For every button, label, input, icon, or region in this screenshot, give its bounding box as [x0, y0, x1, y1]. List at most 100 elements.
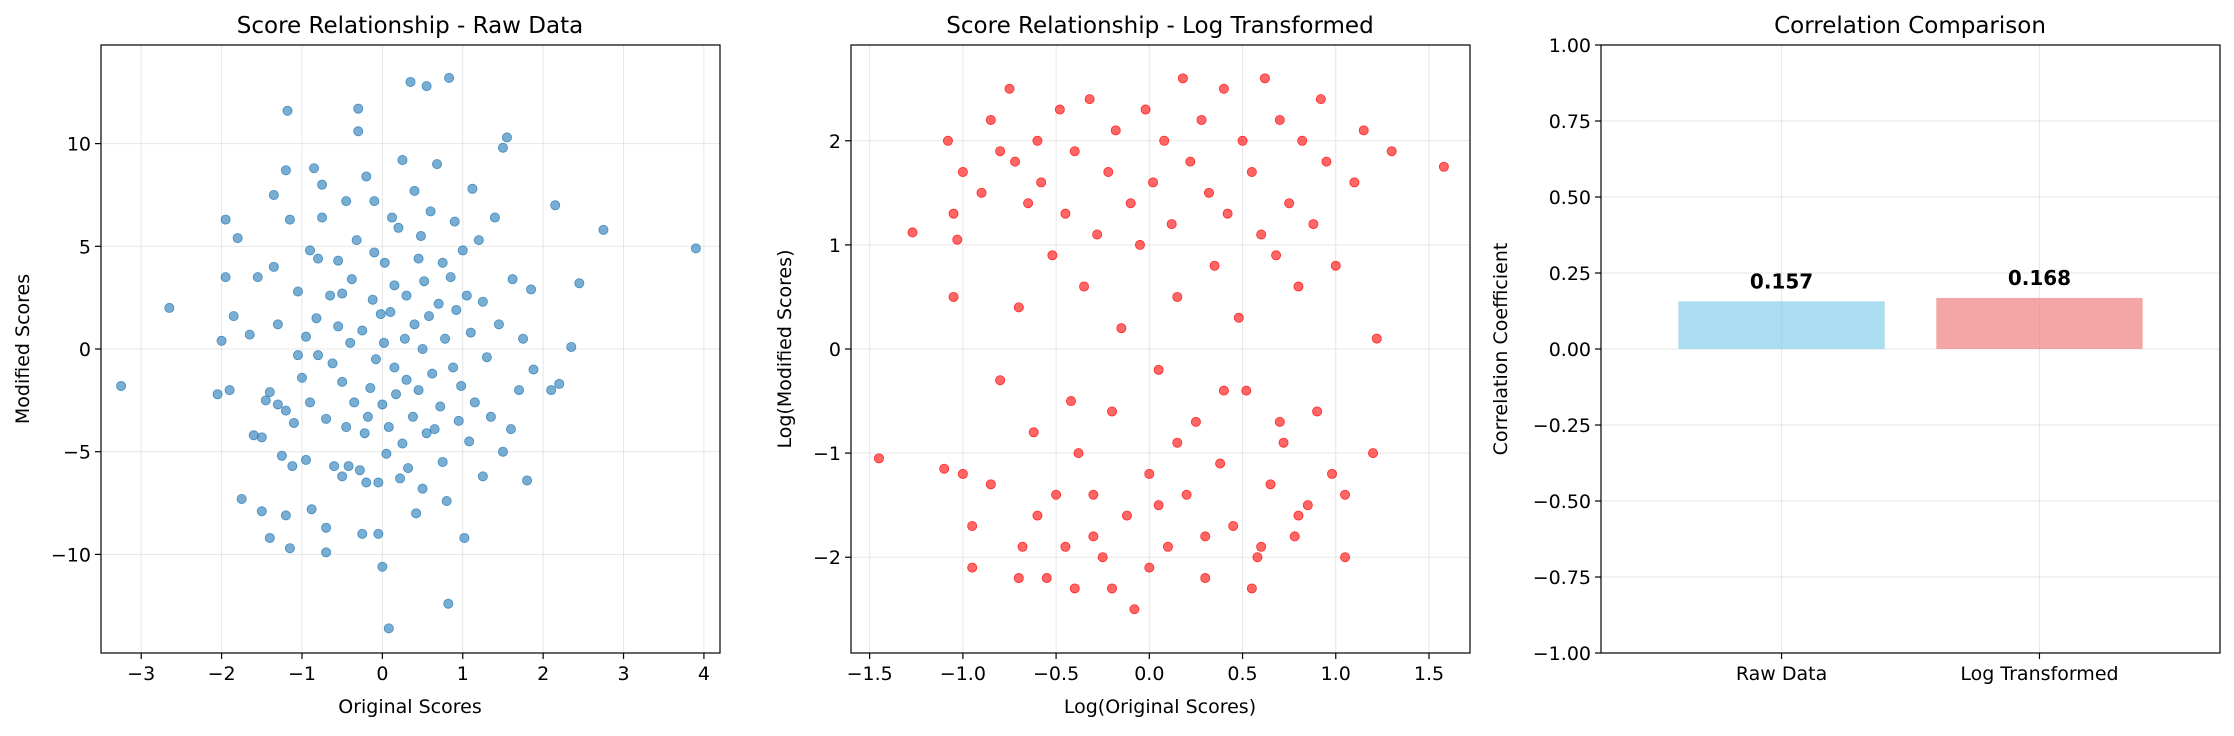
log-data-point	[1358, 125, 1369, 136]
log-data-point	[1107, 406, 1118, 417]
log-data-point	[1340, 489, 1351, 500]
raw-data-point	[305, 245, 316, 256]
log-data-point	[1069, 146, 1080, 157]
log-data-point	[1013, 573, 1024, 584]
raw-data-point	[393, 222, 404, 233]
raw-data-point	[288, 417, 299, 428]
log-data-point	[1228, 520, 1239, 531]
raw-data-point	[280, 165, 291, 176]
log-data-point	[957, 167, 968, 178]
raw-data-point	[359, 428, 370, 439]
log-data-point	[1293, 510, 1304, 521]
raw-x-tick-label: 4	[698, 663, 710, 685]
raw-data-point	[325, 290, 336, 301]
raw-data-point	[423, 311, 434, 322]
raw-data-point	[448, 362, 459, 373]
raw-data-point	[526, 284, 537, 295]
raw-data-point	[116, 380, 127, 391]
log-data-point	[1315, 94, 1326, 105]
raw-data-point	[389, 362, 400, 373]
raw-data-point	[574, 278, 585, 289]
raw-data-point	[287, 461, 298, 472]
raw-data-point	[224, 385, 235, 396]
raw-data-point	[493, 319, 504, 330]
log-data-point	[1177, 73, 1188, 84]
log-data-point	[1256, 229, 1267, 240]
raw-data-point	[409, 185, 420, 196]
log-data-point	[1297, 135, 1308, 146]
log-data-point	[1218, 83, 1229, 94]
log-data-point	[1185, 156, 1196, 167]
log-data-point	[1103, 167, 1114, 178]
raw-data-point	[370, 354, 381, 365]
raw-data-point	[389, 280, 400, 291]
bar-category-label: Log Transformed	[1960, 663, 2118, 685]
raw-data-point	[397, 155, 408, 166]
raw-data-point	[432, 159, 443, 170]
raw-data-point	[264, 387, 275, 398]
raw-data-point	[433, 298, 444, 309]
log-data-point	[1190, 416, 1201, 427]
raw-data-point	[473, 235, 484, 246]
raw-data-point	[268, 189, 279, 200]
raw-data-point	[280, 405, 291, 416]
log-data-point	[1129, 604, 1140, 615]
bar-value-label: 0.157	[1750, 269, 1813, 293]
bar-y-tick-label: −0.75	[1533, 567, 1591, 589]
raw-data-point	[456, 380, 467, 391]
raw-data-point	[501, 132, 512, 143]
raw-data-point	[311, 313, 322, 324]
raw-data-point	[507, 274, 518, 285]
raw-data-point	[362, 411, 373, 422]
log-data-point	[1349, 177, 1360, 188]
raw-data-point	[333, 255, 344, 266]
raw-data-point	[415, 231, 426, 242]
log-data-point	[939, 463, 950, 474]
log-data-point	[1060, 541, 1071, 552]
raw-data-point	[437, 257, 448, 268]
log-data-point	[1289, 531, 1300, 542]
log-data-point	[1271, 250, 1282, 261]
raw-data-point	[378, 337, 389, 348]
raw-data-point	[264, 532, 275, 543]
raw-data-point	[256, 506, 267, 517]
raw-x-tick-label: 0	[376, 663, 388, 685]
raw-data-point	[522, 475, 533, 486]
bar-y-tick-label: 0.25	[1549, 263, 1591, 285]
log-data-point	[1032, 135, 1043, 146]
log-data-point	[1246, 167, 1257, 178]
log-data-point	[1274, 416, 1285, 427]
raw-data-point	[260, 395, 271, 406]
raw-data-point	[321, 522, 332, 533]
raw-data-point	[216, 335, 227, 346]
log-data-point	[1181, 489, 1192, 500]
log-y-tick-label: 2	[829, 131, 841, 153]
raw-data-point	[317, 179, 328, 190]
raw-data-point	[425, 206, 436, 217]
log-data-point	[1162, 541, 1173, 552]
raw-data-point	[550, 200, 561, 211]
raw-data-point	[333, 321, 344, 332]
bar-y-tick-label: 0.75	[1549, 111, 1591, 133]
raw-data-point	[417, 343, 428, 354]
raw-data-point	[305, 397, 316, 408]
log-data-point	[1218, 385, 1229, 396]
log-data-point	[1274, 114, 1285, 125]
log-data-point	[1092, 229, 1103, 240]
log-data-point	[1252, 552, 1263, 563]
bar-y-tick-label: 1.00	[1549, 35, 1591, 57]
log-data-point	[995, 375, 1006, 386]
raw-y-axis-label: Modified Scores	[12, 274, 34, 424]
raw-data-point	[546, 385, 557, 396]
log-data-point	[1010, 156, 1021, 167]
log-data-point	[1209, 260, 1220, 271]
raw-data-point	[212, 389, 223, 400]
log-data-point	[1107, 583, 1118, 594]
raw-data-point	[252, 272, 263, 283]
raw-data-point	[467, 183, 478, 194]
raw-data-point	[417, 483, 428, 494]
bar-y-tick-label: −1.00	[1533, 643, 1591, 665]
log-x-tick-label: −0.5	[1033, 663, 1079, 685]
raw-data-point	[407, 411, 418, 422]
raw-data-point	[343, 461, 354, 472]
